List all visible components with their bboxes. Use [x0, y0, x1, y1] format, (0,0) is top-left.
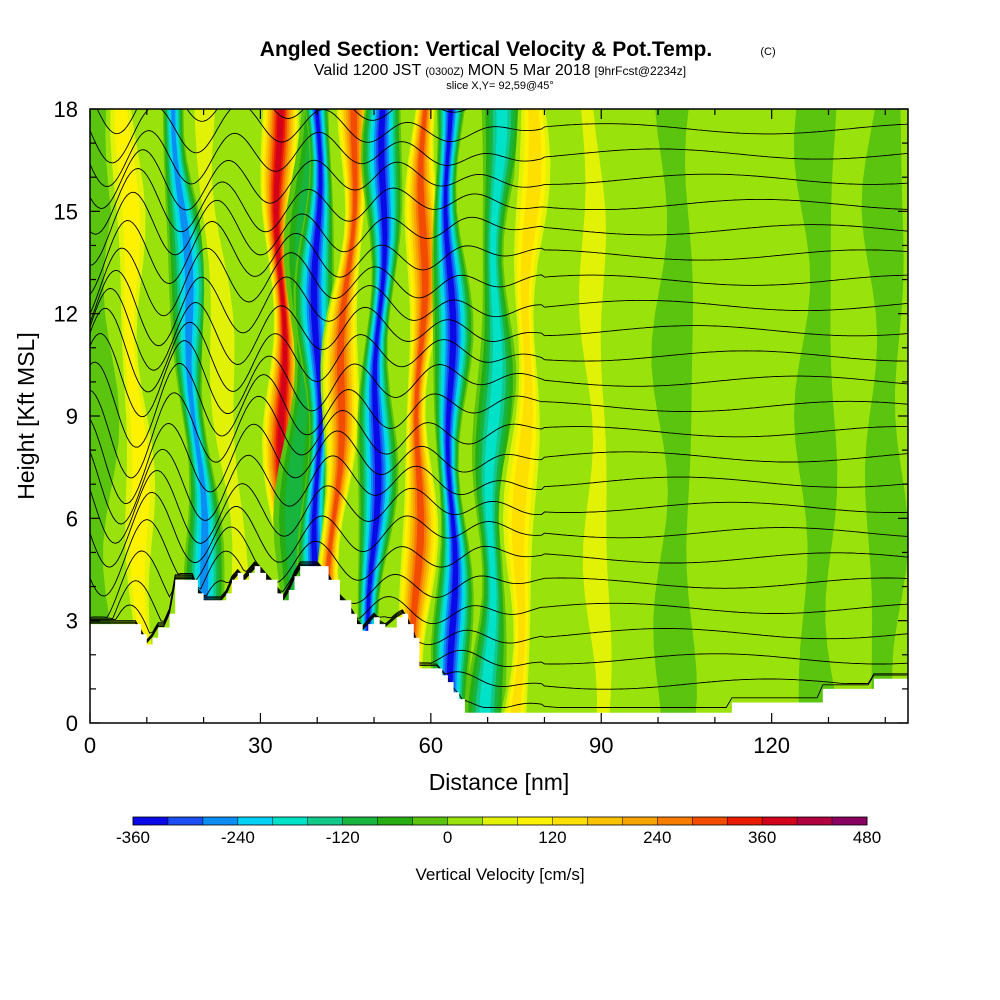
pot-temp-contour — [90, 563, 908, 646]
y-tick-label: 18 — [54, 97, 78, 122]
colorbar-tick-label: -240 — [221, 828, 255, 847]
colorbar-swatch — [832, 817, 868, 825]
velocity-band — [861, 109, 908, 723]
x-tick-label: 90 — [589, 733, 613, 758]
velocity-bands — [90, 109, 908, 723]
velocity-band — [478, 109, 508, 723]
colorbar-swatch — [272, 817, 309, 825]
axes: 0 30 60 90 120 0 3 6 9 12 15 18 — [54, 97, 908, 758]
pot-temp-contour — [90, 418, 908, 505]
pot-temp-contour — [90, 564, 908, 667]
velocity-band — [509, 109, 542, 723]
pot-temp-contour — [90, 130, 908, 188]
terrain-fill — [90, 566, 908, 723]
colorbar-swatch — [342, 817, 378, 825]
colorbar-label: Vertical Velocity [cm/s] — [415, 865, 584, 884]
pot-temp-contour — [90, 448, 908, 525]
colorbar-swatch — [202, 817, 239, 825]
pot-temp-contour — [90, 389, 908, 479]
y-axis-label: Height [Kft MSL] — [13, 332, 39, 499]
valid-date: MON 5 Mar 2018 — [468, 62, 591, 79]
pot-temp-contour — [90, 247, 908, 317]
colorbar-swatch — [412, 817, 448, 825]
pot-temp-contour — [90, 287, 908, 371]
x-tick-label: 60 — [419, 733, 443, 758]
pot-temp-contour — [90, 333, 908, 418]
pot-temp-contour — [90, 550, 908, 619]
colorbar-swatch — [552, 817, 588, 825]
y-tick-label: 0 — [66, 711, 78, 736]
colorbar-swatch — [622, 817, 658, 825]
pot-temp-contour — [90, 562, 908, 625]
velocity-band — [409, 109, 429, 723]
colorbar-swatch — [237, 817, 274, 825]
colorbar-swatch — [447, 817, 483, 825]
y-tick-label: 6 — [66, 506, 78, 531]
pot-temp-contour — [90, 220, 908, 295]
colorbar-tick-label: 360 — [748, 828, 776, 847]
valid-utc: (0300Z) — [425, 66, 464, 78]
x-axis-label: Distance [nm] — [429, 769, 570, 795]
velocity-band — [443, 109, 459, 723]
chart-title: Angled Section: Vertical Velocity & Pot.… — [260, 38, 712, 61]
colorbar-swatch — [167, 817, 204, 825]
colorbar-tick-label: -120 — [326, 828, 360, 847]
colorbar-tick-label: -360 — [116, 828, 150, 847]
colorbar-swatch — [657, 817, 693, 825]
pot-temp-contour — [90, 307, 908, 393]
pot-temp-contour — [90, 269, 908, 347]
valid-fcst: [9hrFcst@2234z] — [595, 64, 687, 78]
pot-temp-contour — [90, 470, 908, 544]
velocity-band — [651, 109, 697, 723]
pot-temp-contour — [90, 519, 908, 597]
velocity-band — [90, 109, 120, 723]
y-tick-label: 3 — [66, 609, 78, 634]
colorbar-tick-label: 240 — [643, 828, 671, 847]
slice-info: slice X,Y= 92,59@45° — [446, 80, 554, 92]
velocity-band — [114, 109, 156, 723]
colorbar-swatch — [762, 817, 798, 825]
velocity-band — [579, 109, 612, 723]
pot-temp-contour — [90, 168, 908, 235]
chart-subtitle: Valid 1200 JST (0300Z) MON 5 Mar 2018 [9hrF… — [314, 62, 686, 79]
colorbar-swatch — [727, 817, 763, 825]
pot-temp-contour — [90, 109, 908, 164]
plot-area — [90, 109, 908, 723]
x-tick-label: 30 — [248, 733, 272, 758]
x-tick-label: 0 — [84, 733, 96, 758]
colorbar-swatch — [517, 817, 553, 825]
velocity-band — [321, 109, 358, 723]
valid-prefix: Valid 1200 JST — [314, 62, 422, 79]
colorbar-swatch — [797, 817, 833, 825]
velocity-band — [169, 109, 222, 723]
colorbar-tick-label: 0 — [443, 828, 452, 847]
pot-temp-contour — [90, 149, 908, 211]
colorbar-swatch — [307, 817, 344, 825]
colorbar-tick-label: 120 — [538, 828, 566, 847]
y-tick-label: 9 — [66, 404, 78, 429]
colorbar: -360 -240 -120 0 120 240 360 480 — [116, 816, 881, 847]
velocity-band — [171, 109, 221, 723]
pot-temp-contour — [90, 191, 908, 266]
terrain — [90, 566, 908, 723]
colorbar-swatch — [377, 817, 413, 825]
pot-temp-contours — [90, 109, 908, 709]
colorbar-swatch — [482, 817, 518, 825]
colorbar-swatch — [587, 817, 623, 825]
pot-temp-contour — [90, 361, 908, 448]
pot-temp-contour — [90, 566, 908, 690]
colorbar-tick-label: 480 — [853, 828, 881, 847]
pot-temp-contour — [90, 491, 908, 568]
velocity-band — [366, 109, 388, 723]
velocity-band — [794, 109, 840, 723]
x-tick-label: 120 — [753, 733, 790, 758]
colorbar-swatch — [692, 817, 728, 825]
colorbar-swatch — [133, 817, 169, 825]
y-tick-label: 15 — [54, 199, 78, 224]
y-tick-label: 12 — [54, 302, 78, 327]
chart-title-unit: (C) — [760, 46, 775, 58]
